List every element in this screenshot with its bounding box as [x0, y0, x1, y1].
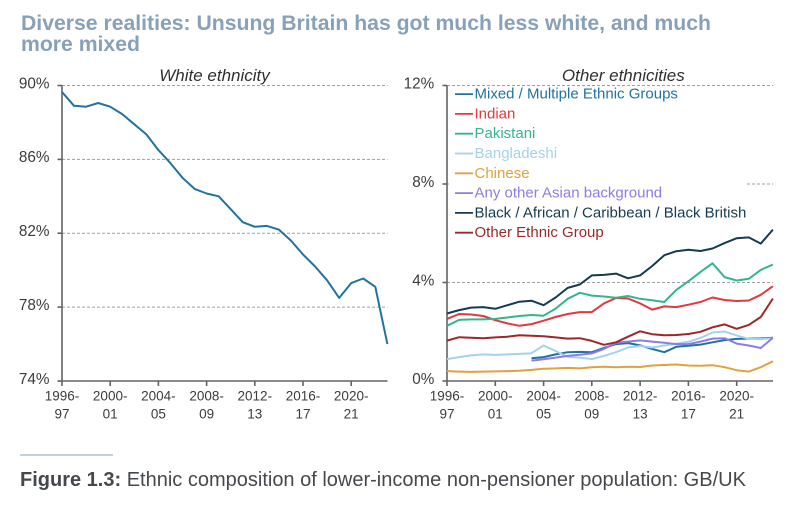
svg-text:Indian: Indian	[475, 105, 516, 122]
svg-text:Mixed / Multiple Ethnic Groups: Mixed / Multiple Ethnic Groups	[475, 86, 678, 103]
svg-text:1996-: 1996-	[430, 389, 465, 404]
svg-text:05: 05	[536, 407, 551, 422]
svg-text:21: 21	[729, 407, 744, 422]
svg-text:Bangladeshi: Bangladeshi	[475, 145, 558, 162]
svg-text:2000-: 2000-	[93, 389, 128, 404]
svg-text:2000-: 2000-	[478, 389, 513, 404]
svg-text:2016-: 2016-	[286, 389, 321, 404]
svg-text:2020-: 2020-	[334, 389, 369, 404]
svg-text:78%: 78%	[19, 297, 50, 314]
svg-text:2004-: 2004-	[526, 389, 561, 404]
svg-text:13: 13	[633, 407, 648, 422]
svg-text:13: 13	[247, 407, 262, 422]
svg-text:Diverse realities: Unsung Brit: Diverse realities: Unsung Britain has go…	[21, 12, 711, 35]
svg-text:2004-: 2004-	[141, 389, 176, 404]
svg-text:2020-: 2020-	[719, 389, 754, 404]
svg-text:Other Ethnic Group: Other Ethnic Group	[475, 224, 604, 241]
svg-text:Any other Asian background: Any other Asian background	[475, 185, 663, 202]
svg-text:17: 17	[295, 407, 310, 422]
svg-text:White ethnicity: White ethnicity	[159, 66, 271, 85]
svg-text:86%: 86%	[19, 149, 50, 166]
svg-text:12%: 12%	[404, 75, 435, 92]
svg-text:Figure 1.3: Ethnic composition: Figure 1.3: Ethnic composition of lower-…	[20, 469, 747, 491]
svg-text:Other ethnicities: Other ethnicities	[562, 66, 685, 85]
svg-text:01: 01	[488, 407, 503, 422]
svg-text:2016-: 2016-	[671, 389, 706, 404]
svg-text:Pakistani: Pakistani	[475, 125, 536, 142]
svg-text:2012-: 2012-	[238, 389, 273, 404]
svg-text:21: 21	[344, 407, 359, 422]
svg-text:Black / African / Caribbean /: Black / African / Caribbean / Black Brit…	[475, 204, 747, 221]
svg-text:82%: 82%	[19, 223, 50, 240]
svg-text:97: 97	[439, 407, 454, 422]
svg-text:97: 97	[54, 407, 69, 422]
svg-text:4%: 4%	[412, 272, 435, 289]
svg-text:74%: 74%	[19, 371, 50, 388]
svg-text:2008-: 2008-	[575, 389, 610, 404]
svg-text:0%: 0%	[412, 371, 435, 388]
svg-text:09: 09	[584, 407, 599, 422]
svg-text:1996-: 1996-	[45, 389, 80, 404]
svg-text:Chinese: Chinese	[475, 165, 530, 182]
svg-text:2012-: 2012-	[623, 389, 658, 404]
svg-text:17: 17	[681, 407, 696, 422]
svg-text:05: 05	[151, 407, 166, 422]
svg-text:2008-: 2008-	[189, 389, 224, 404]
svg-text:more mixed: more mixed	[21, 33, 140, 56]
svg-text:09: 09	[199, 407, 214, 422]
svg-text:01: 01	[103, 407, 118, 422]
svg-text:90%: 90%	[19, 75, 50, 92]
svg-text:8%: 8%	[412, 174, 435, 191]
